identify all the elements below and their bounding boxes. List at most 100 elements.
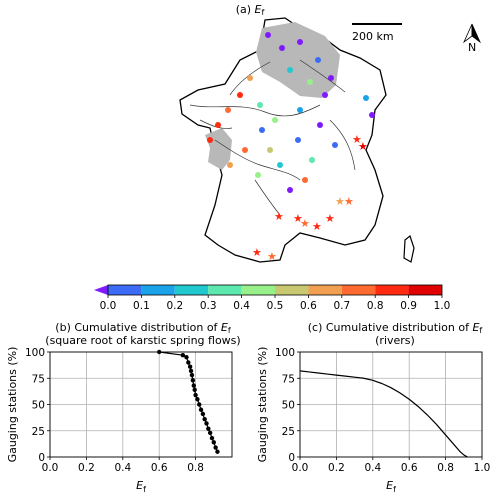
spring-marker: ★ (300, 217, 310, 230)
spring-marker: ★ (293, 212, 303, 225)
station-marker (287, 67, 293, 73)
colorbar-tick-label: 0.3 (200, 300, 217, 310)
cdf-point (186, 360, 191, 365)
station-markers: ★ ★ ★ ★ ★ ★ ★ ★ ★ ★ ★ (207, 32, 375, 263)
x-tick-label: 0.4 (364, 462, 381, 474)
colorbar-cell (208, 285, 242, 295)
chart-c-title: (c) Cumulative distribution of Ef (307, 321, 483, 335)
station-marker (247, 75, 253, 81)
colorbar-tick-label: 1.0 (434, 300, 451, 310)
x-axis-label: Ef (386, 479, 396, 494)
cdf-point (200, 411, 206, 417)
station-marker (225, 107, 231, 113)
corsica-outline (403, 234, 415, 263)
station-marker (322, 92, 328, 98)
colorbar-cell (341, 285, 376, 295)
x-tick-label: 1.0 (474, 462, 491, 474)
spring-marker: ★ (274, 210, 284, 223)
station-marker (215, 122, 221, 128)
station-marker (332, 142, 338, 148)
cdf-point (209, 435, 215, 441)
station-marker (242, 147, 248, 153)
cdf-point (204, 421, 209, 426)
cdf-point (197, 402, 202, 407)
station-marker (369, 112, 375, 118)
colorbar-cell (241, 285, 275, 295)
station-marker (297, 39, 303, 45)
cdf-point (191, 383, 196, 388)
chart-b-subtitle: (square root of karstic spring flows) (45, 334, 241, 347)
y-tick-label: 100 (275, 347, 295, 359)
colorbar-tick-label: 0.8 (367, 300, 384, 310)
station-marker (255, 172, 261, 178)
station-marker (227, 162, 233, 168)
cdf-point (193, 392, 198, 398)
cdf-point (206, 426, 211, 431)
cdf-point (195, 397, 200, 402)
spring-marker: ★ (358, 140, 368, 153)
spring-marker: ★ (325, 212, 335, 225)
chart-b-title: (b) Cumulative distribution of Ef (55, 321, 231, 335)
x-tick-label: 0.6 (151, 462, 168, 474)
station-marker (279, 45, 285, 51)
spring-marker: ★ (267, 250, 277, 263)
cdf-point (184, 355, 189, 360)
cdf-point (180, 352, 186, 358)
x-tick-label: 0.6 (401, 462, 418, 474)
station-marker (315, 57, 321, 63)
x-tick-label: 0.8 (437, 462, 454, 474)
y-axis-label: Gauging stations (%) (6, 347, 19, 463)
plot-frame (299, 351, 483, 458)
y-axis-label: Gauging stations (%) (256, 347, 269, 463)
cdf-point (192, 387, 197, 392)
cdf-point (213, 445, 218, 450)
colorbar-cell (308, 285, 342, 295)
cdf-point (157, 349, 162, 355)
station-marker (297, 107, 303, 113)
spring-marker: ★ (344, 195, 354, 208)
plot-frame (49, 351, 233, 458)
basin-north (256, 22, 340, 98)
station-marker (267, 147, 273, 153)
x-tick-label: 0.2 (328, 462, 345, 474)
station-marker (287, 187, 293, 193)
y-tick-label: 25 (32, 426, 45, 438)
colorbar-tick-label: 0.2 (166, 300, 183, 310)
colorbar-tick-label: 0.4 (233, 300, 250, 310)
y-tick-label: 0 (288, 452, 295, 464)
station-marker (277, 162, 283, 168)
y-tick-label: 75 (282, 373, 295, 385)
x-axis-label: Ef (136, 479, 146, 494)
y-tick-label: 75 (32, 373, 45, 385)
colorbar-tick-label: 0.7 (333, 300, 350, 310)
spring-marker: ★ (312, 220, 322, 233)
cdf-point (187, 364, 193, 369)
colorbar-tick-label: 0.9 (400, 300, 417, 310)
station-marker (207, 137, 213, 143)
station-marker (302, 177, 308, 183)
cdf-point (188, 368, 194, 374)
x-tick-label: 0.0 (292, 462, 309, 474)
colorbar-cell (375, 285, 409, 295)
spring-marker: ★ (252, 246, 262, 259)
x-tick-label: 0.4 (114, 462, 131, 474)
station-marker (237, 92, 243, 98)
station-marker (265, 32, 271, 38)
scale-label: 200 km (352, 30, 394, 43)
station-marker (307, 79, 313, 85)
colorbar-tick-label: 0.1 (133, 300, 150, 310)
colorbar-cell (174, 285, 209, 295)
colorbar-tick-label: 0.0 (100, 300, 117, 310)
station-marker (363, 95, 369, 101)
cdf-point (202, 417, 207, 422)
chart-b: 0.0 0.2 0.4 0.6 0.8 0 25 50 75 100 Ef Gauging stati… (6, 347, 233, 494)
cdf-point (190, 378, 196, 383)
cdf-point (198, 407, 204, 412)
colorbar-cell (108, 285, 142, 295)
map-title: (a) Ef (235, 3, 265, 17)
colorbar-extend-arrow (94, 285, 108, 295)
north-label: N (468, 41, 477, 54)
station-marker (328, 75, 334, 81)
y-tick-label: 25 (282, 426, 295, 438)
cdf-line (299, 370, 468, 458)
